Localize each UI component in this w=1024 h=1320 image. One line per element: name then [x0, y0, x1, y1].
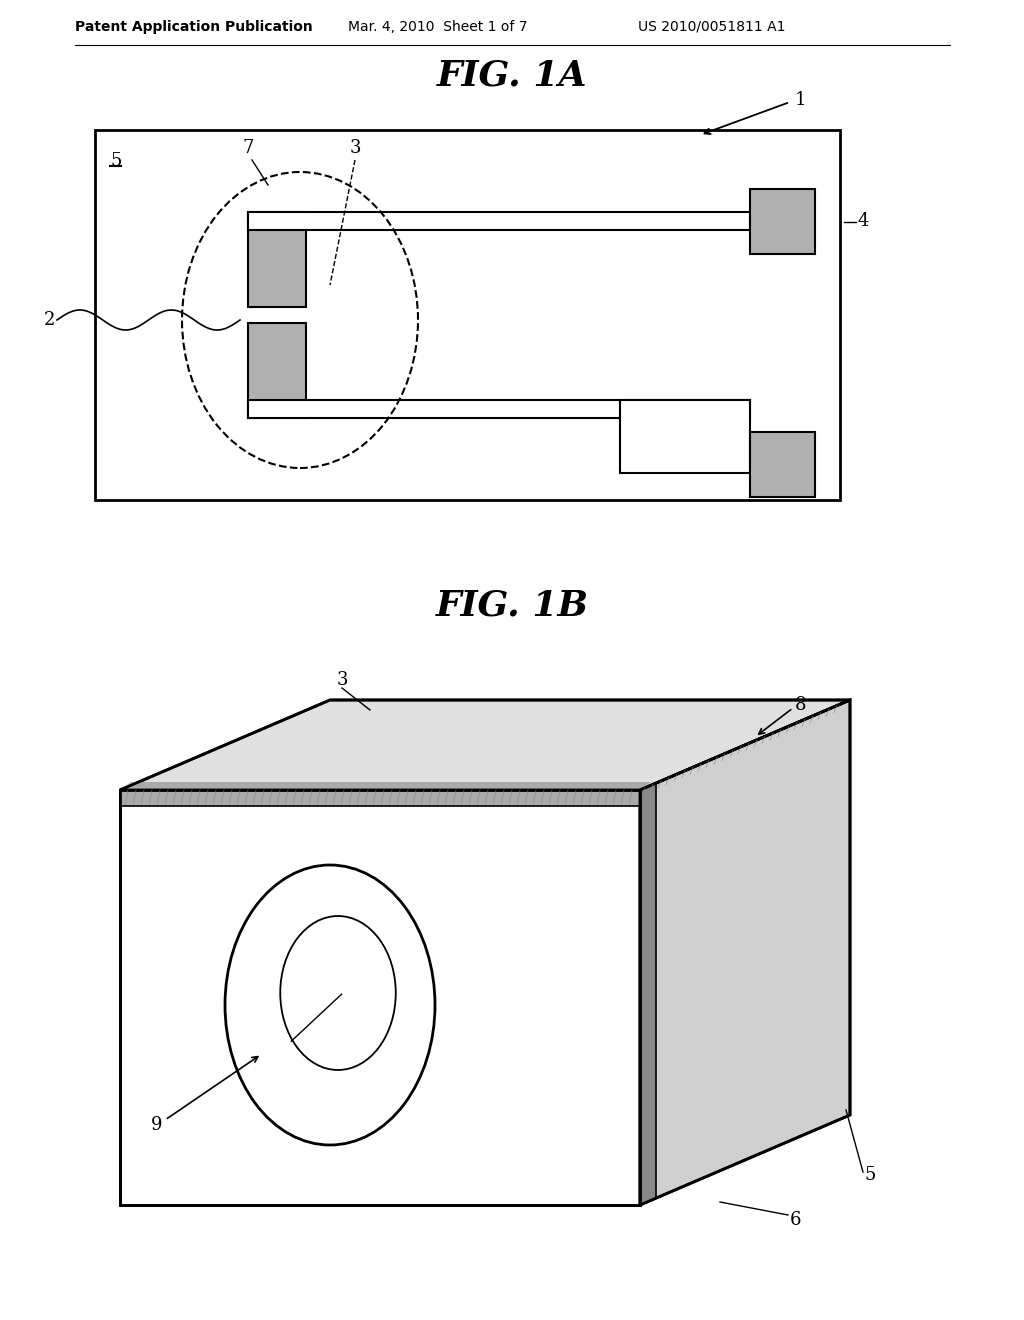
Text: 5: 5 [110, 152, 122, 170]
Polygon shape [120, 781, 651, 789]
Bar [620, 400, 750, 473]
Text: 7: 7 [243, 139, 254, 157]
Bar [248, 323, 306, 418]
Bar [95, 129, 840, 500]
Text: 5: 5 [865, 1166, 877, 1184]
Polygon shape [640, 783, 656, 1205]
Bar [248, 213, 306, 308]
Text: 3: 3 [349, 139, 360, 157]
Text: 6: 6 [790, 1210, 802, 1229]
Bar [248, 213, 750, 230]
Text: FIG. 1B: FIG. 1B [435, 587, 589, 622]
Text: Patent Application Publication: Patent Application Publication [75, 20, 312, 34]
Text: US 2010/0051811 A1: US 2010/0051811 A1 [638, 20, 785, 34]
Polygon shape [120, 700, 850, 789]
Text: 3: 3 [336, 671, 348, 689]
Polygon shape [640, 700, 850, 1205]
Polygon shape [120, 789, 640, 1205]
Text: 4: 4 [858, 213, 869, 231]
Text: FIG. 1A: FIG. 1A [437, 58, 587, 92]
Polygon shape [120, 789, 640, 807]
Bar [248, 400, 750, 418]
Bar [750, 189, 815, 253]
Text: 8: 8 [795, 696, 807, 714]
Text: Mar. 4, 2010  Sheet 1 of 7: Mar. 4, 2010 Sheet 1 of 7 [348, 20, 527, 34]
Text: 9: 9 [151, 1115, 162, 1134]
Ellipse shape [225, 865, 435, 1144]
Text: 2: 2 [44, 312, 55, 329]
Bar [750, 432, 815, 498]
Text: 1: 1 [795, 91, 807, 110]
